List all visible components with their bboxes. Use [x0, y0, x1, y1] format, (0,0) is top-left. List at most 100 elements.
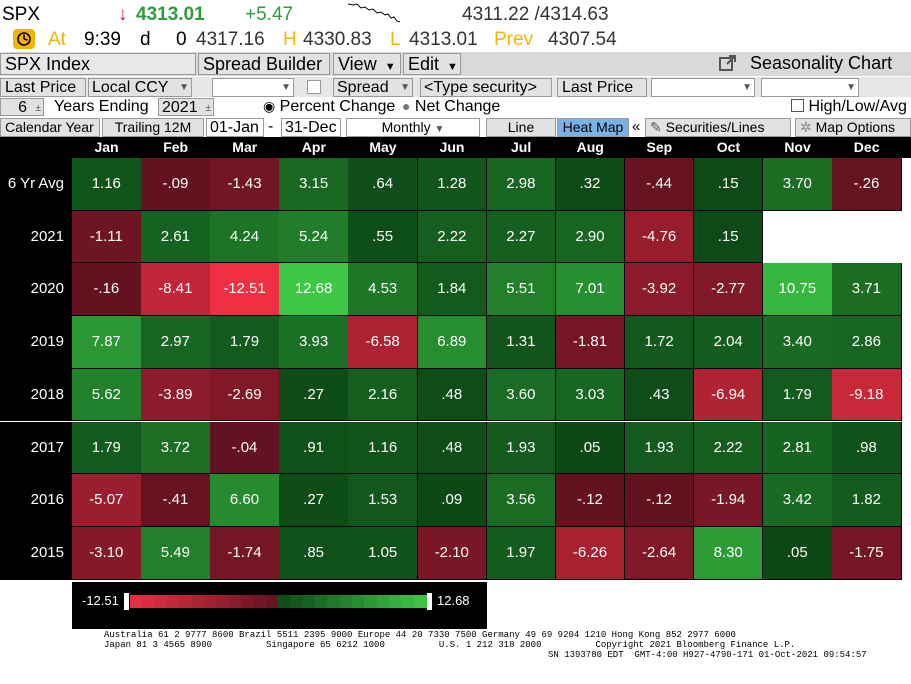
heat-cell[interactable]: .05 — [555, 421, 626, 475]
heat-cell[interactable]: 1.79 — [210, 316, 280, 369]
heat-cell[interactable]: 8.30 — [693, 526, 764, 580]
heat-cell[interactable]: 2.97 — [141, 316, 211, 369]
heat-cell[interactable]: 3.03 — [555, 368, 626, 422]
heat-cell[interactable]: 4.53 — [348, 263, 418, 317]
heat-cell[interactable]: .98 — [832, 421, 902, 475]
heat-cell[interactable]: .43 — [624, 368, 695, 422]
heat-cell[interactable]: 7.87 — [72, 316, 142, 369]
heat-cell[interactable]: .48 — [417, 368, 488, 422]
heat-cell[interactable]: 3.93 — [279, 316, 349, 369]
heat-cell[interactable]: 5.24 — [279, 210, 349, 264]
heat-cell[interactable]: -.16 — [72, 263, 142, 317]
heat-map-tab[interactable]: Heat Map — [557, 118, 629, 137]
heat-cell[interactable]: .91 — [279, 421, 349, 475]
heat-cell[interactable]: .32 — [555, 158, 626, 211]
line-tab[interactable]: Line — [486, 118, 556, 137]
heat-cell[interactable]: -9.18 — [832, 368, 902, 422]
heat-cell[interactable]: -2.64 — [624, 526, 695, 580]
heat-cell[interactable]: -.12 — [555, 474, 626, 527]
net-change-radio[interactable]: ● Net Change — [402, 98, 500, 116]
heat-cell[interactable]: 3.70 — [763, 158, 833, 211]
heat-cell[interactable]: 1.31 — [486, 316, 557, 369]
heat-cell[interactable]: 1.53 — [348, 474, 418, 527]
heat-cell[interactable]: .09 — [417, 474, 488, 527]
heat-cell[interactable]: -.04 — [210, 421, 280, 475]
heat-cell[interactable]: .05 — [763, 526, 833, 580]
heat-cell[interactable]: 3.42 — [763, 474, 833, 527]
heat-cell[interactable]: 5.51 — [486, 263, 557, 317]
heat-cell[interactable]: -12.51 — [210, 263, 280, 317]
heat-cell[interactable]: 1.93 — [486, 421, 557, 475]
heat-cell[interactable]: -6.58 — [348, 316, 418, 369]
heat-cell[interactable]: -1.43 — [210, 158, 280, 211]
heat-cell[interactable]: 3.72 — [141, 421, 211, 475]
heat-cell[interactable]: -6.26 — [555, 526, 626, 580]
heat-cell[interactable]: -.41 — [141, 474, 211, 527]
heat-cell[interactable]: 2.16 — [348, 368, 418, 422]
end-date-input[interactable]: 31-Dec — [281, 118, 341, 137]
heat-cell[interactable]: 3.56 — [486, 474, 557, 527]
heat-cell[interactable]: 3.15 — [279, 158, 349, 211]
heat-cell[interactable]: .85 — [279, 526, 349, 580]
year-end-stepper[interactable]: 2021 ± — [158, 98, 214, 116]
heat-cell[interactable]: 7.01 — [555, 263, 626, 317]
heat-cell[interactable]: 1.79 — [763, 368, 833, 422]
blank-select[interactable]: ▼ — [212, 78, 294, 97]
heat-cell[interactable]: 2.04 — [693, 316, 764, 369]
heat-cell[interactable]: -8.41 — [141, 263, 211, 317]
heat-cell[interactable]: 2.98 — [486, 158, 557, 211]
heat-cell[interactable]: 1.28 — [417, 158, 488, 211]
heat-cell[interactable]: -1.74 — [210, 526, 280, 580]
percent-change-radio[interactable]: ◉ Percent Change — [263, 98, 395, 116]
spread-checkbox[interactable] — [307, 80, 321, 94]
price-field-2-button[interactable]: Last Price — [557, 78, 647, 97]
heat-cell[interactable]: 6.89 — [417, 316, 488, 369]
heat-cell[interactable]: .15 — [693, 158, 764, 211]
stepper-icon[interactable]: ± — [35, 103, 42, 114]
heat-cell[interactable]: 1.05 — [348, 526, 418, 580]
spread-select[interactable]: Spread ▼ — [333, 78, 413, 97]
heat-cell[interactable]: 5.49 — [141, 526, 211, 580]
heat-cell[interactable]: -.09 — [141, 158, 211, 211]
spread-builder-button[interactable]: Spread Builder — [198, 53, 330, 75]
heat-cell[interactable]: 2.61 — [141, 210, 211, 264]
heat-cell[interactable]: 5.62 — [72, 368, 142, 422]
heat-cell[interactable]: 2.27 — [486, 210, 557, 264]
stepper-icon[interactable]: ± — [205, 103, 212, 114]
heat-cell[interactable]: 2.22 — [417, 210, 488, 264]
heat-cell[interactable]: -6.94 — [693, 368, 764, 422]
popout-icon[interactable] — [718, 53, 738, 78]
heat-cell[interactable]: 2.81 — [763, 421, 833, 475]
securities-lines-button[interactable]: ✎ Securities/Lines — [645, 118, 791, 137]
map-options-button[interactable]: ✲ Map Options — [795, 118, 911, 137]
price-field-button[interactable]: Last Price — [0, 78, 86, 97]
heat-cell[interactable]: 1.82 — [832, 474, 902, 527]
heat-cell[interactable]: -4.76 — [624, 210, 695, 264]
heat-cell[interactable]: 10.75 — [763, 263, 833, 317]
heat-cell[interactable]: -1.81 — [555, 316, 626, 369]
blank-select-2[interactable]: ▼ — [651, 78, 755, 97]
edit-menu[interactable]: Edit ▼ — [403, 53, 461, 75]
heat-cell[interactable]: 3.40 — [763, 316, 833, 369]
heat-cell[interactable]: 2.86 — [832, 316, 902, 369]
heat-cell[interactable]: 6.60 — [210, 474, 280, 527]
heat-cell[interactable]: -.44 — [624, 158, 695, 211]
heat-cell[interactable]: -3.10 — [72, 526, 142, 580]
heat-cell[interactable]: 2.90 — [555, 210, 626, 264]
period-select[interactable]: Monthly ▼ — [346, 118, 480, 137]
heat-cell[interactable]: 1.16 — [72, 158, 142, 211]
heat-cell[interactable]: .27 — [279, 474, 349, 527]
heat-cell[interactable]: -1.11 — [72, 210, 142, 264]
heat-cell[interactable]: .27 — [279, 368, 349, 422]
heat-cell[interactable]: -2.69 — [210, 368, 280, 422]
heat-cell[interactable]: 3.60 — [486, 368, 557, 422]
heat-cell[interactable]: .55 — [348, 210, 418, 264]
heat-cell[interactable]: -1.75 — [832, 526, 902, 580]
heat-cell[interactable]: 3.71 — [832, 263, 902, 317]
heat-cell[interactable]: -.26 — [832, 158, 902, 211]
heat-cell[interactable]: 1.72 — [624, 316, 695, 369]
start-date-input[interactable]: 01-Jan — [206, 118, 264, 137]
ticker[interactable]: SPX — [2, 4, 41, 25]
security-field[interactable]: SPX Index — [0, 53, 196, 75]
heat-cell[interactable]: 1.93 — [624, 421, 695, 475]
